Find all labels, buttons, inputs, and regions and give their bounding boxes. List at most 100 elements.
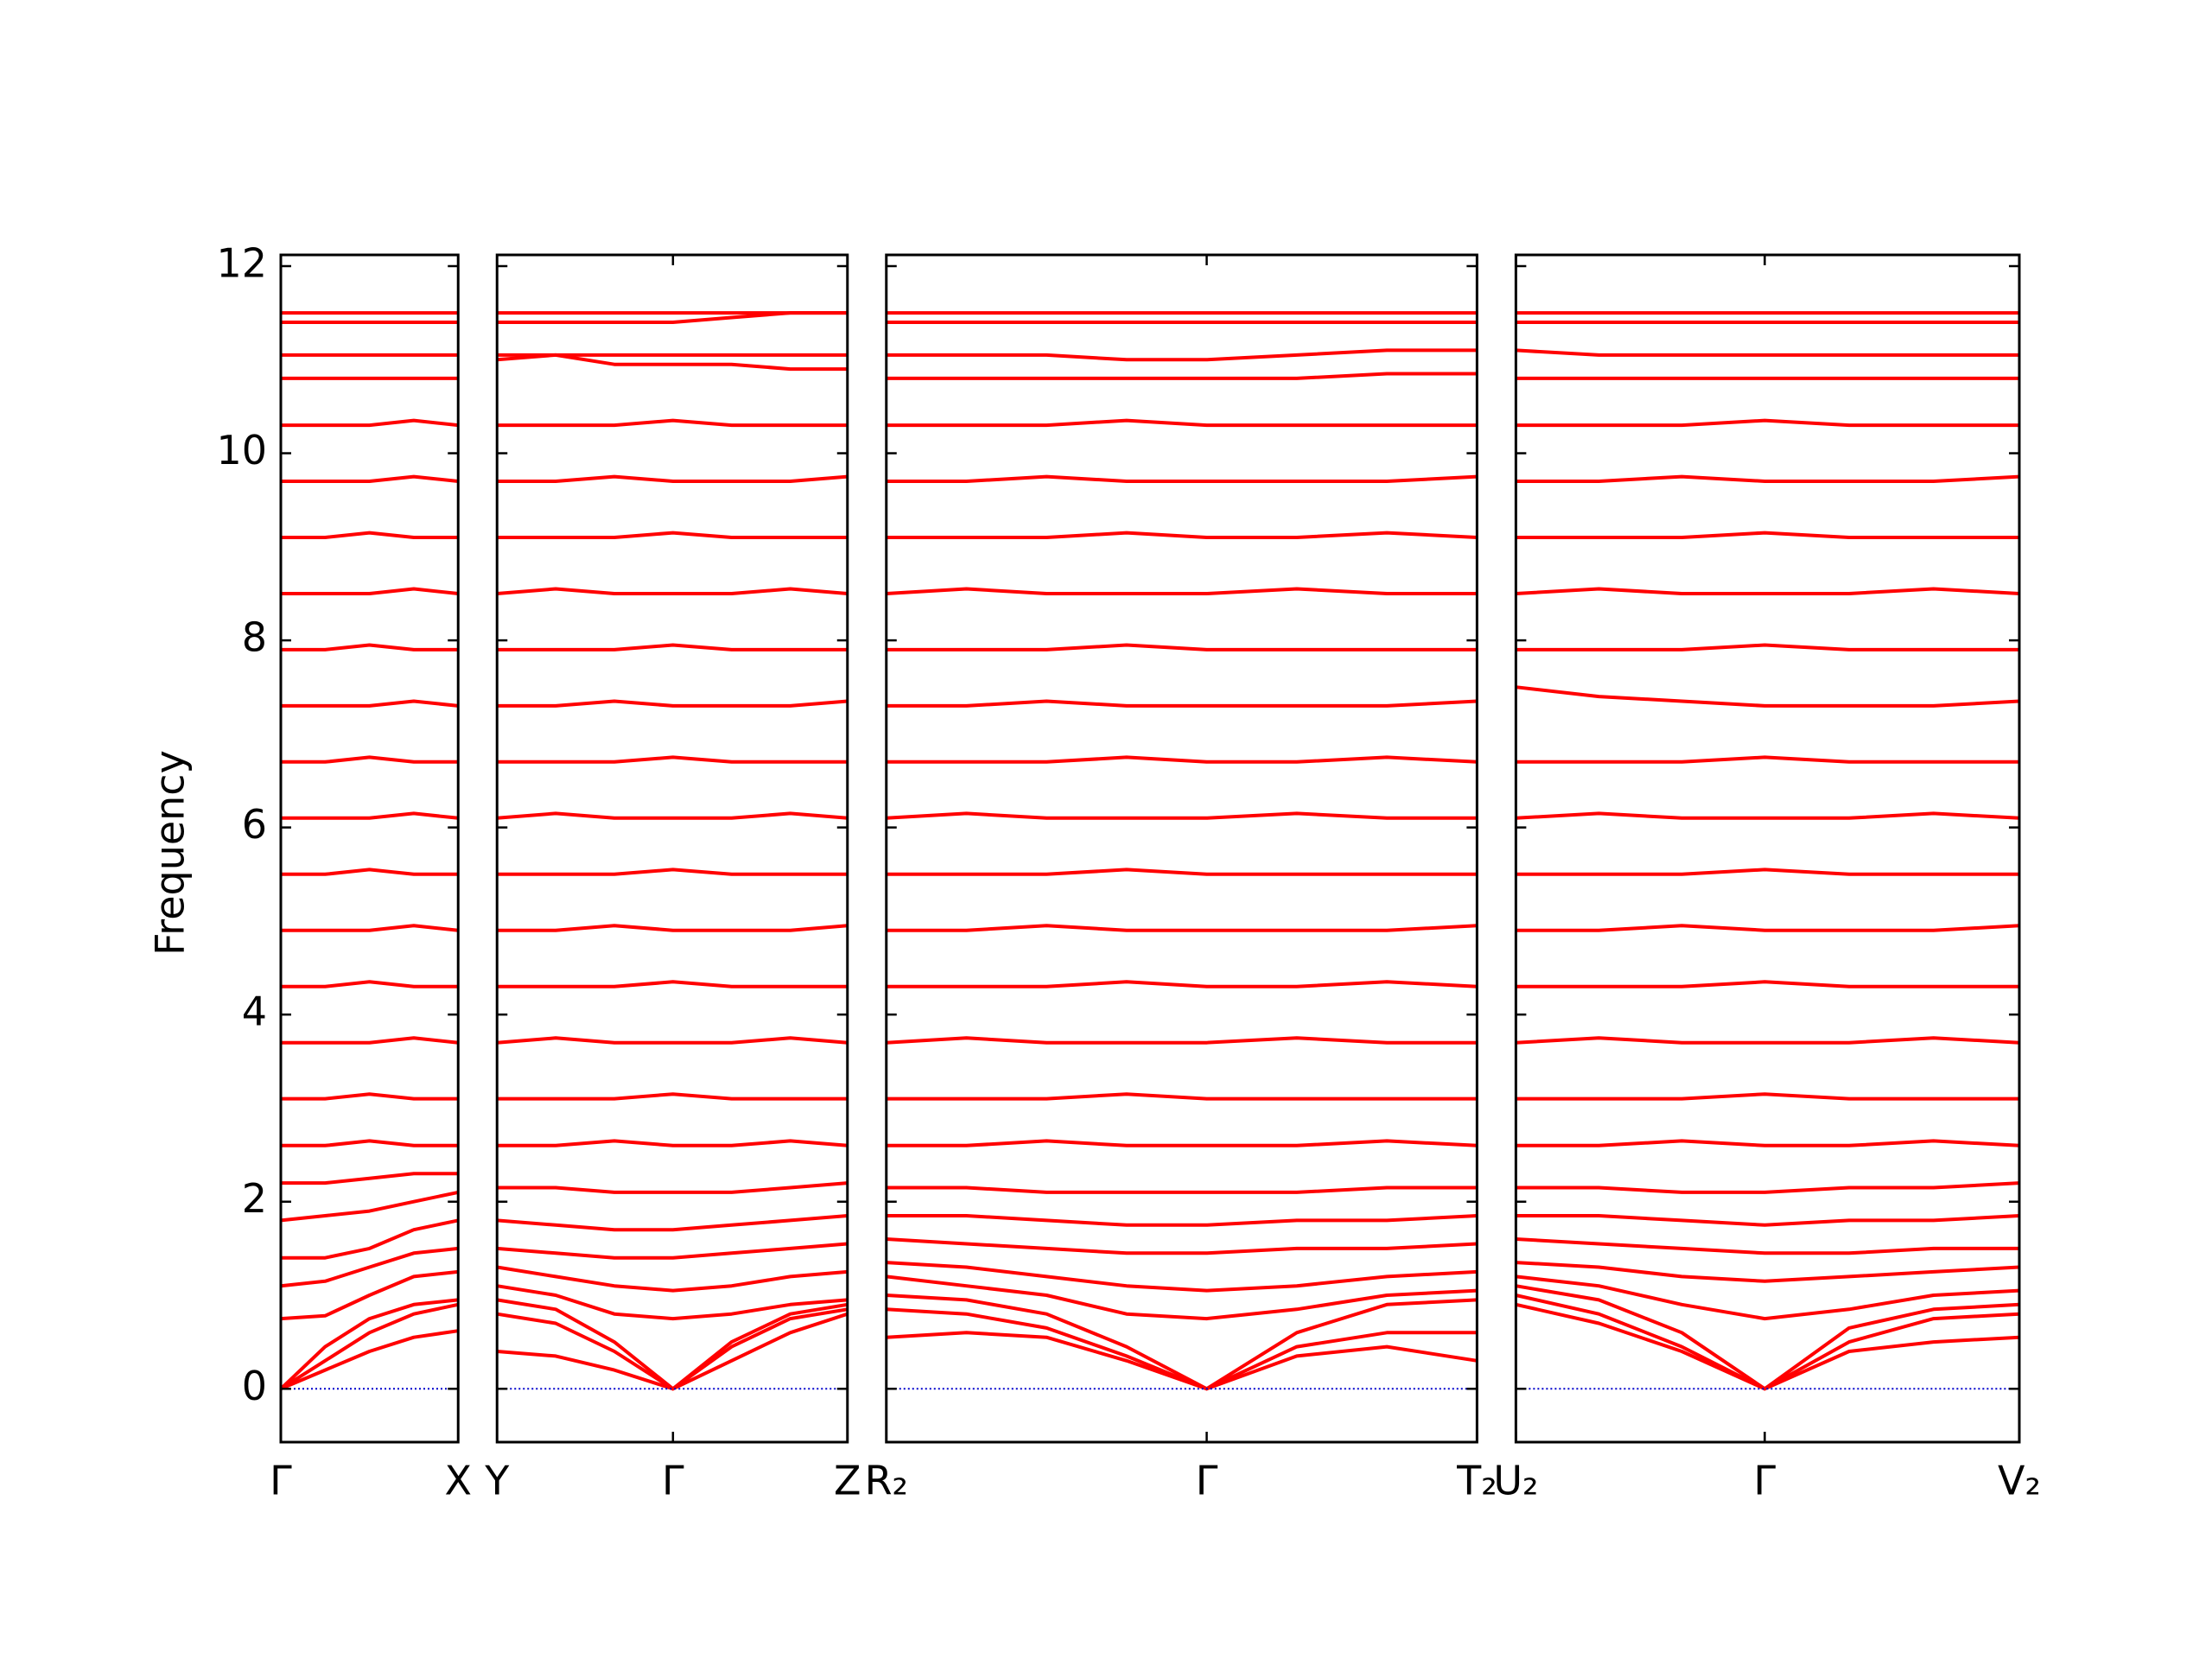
band-line xyxy=(886,924,1478,932)
band-line xyxy=(281,1139,459,1147)
band-line xyxy=(886,587,1478,595)
band-line xyxy=(886,980,1478,988)
x-tick-label: Y xyxy=(484,1458,510,1504)
band-line xyxy=(497,980,848,988)
x-tick-label: Γ xyxy=(1754,1458,1777,1504)
band-line xyxy=(1516,924,2020,932)
band-line xyxy=(1516,1261,2020,1283)
band-line xyxy=(886,1036,1478,1045)
band-line xyxy=(1516,1214,2020,1227)
band-line xyxy=(281,474,459,483)
band-line xyxy=(497,1092,848,1101)
band-line xyxy=(886,348,1478,362)
band-line xyxy=(1516,1139,2020,1147)
band-line xyxy=(280,1246,459,1288)
band-line xyxy=(281,587,459,595)
band-line xyxy=(1516,474,2020,483)
band-line xyxy=(886,474,1478,483)
band-line xyxy=(1516,1284,2020,1391)
band-line xyxy=(1516,1237,2019,1255)
band-line xyxy=(497,587,848,595)
band-line xyxy=(1516,1036,2020,1045)
y-axis-label: Frequency xyxy=(147,750,194,956)
band-line xyxy=(496,1284,848,1321)
y-tick-label: 0 xyxy=(242,1363,267,1409)
band-line xyxy=(280,1269,459,1321)
band-line xyxy=(497,643,848,652)
band-line xyxy=(281,1218,459,1260)
band-line xyxy=(281,1036,459,1045)
y-tick-label: 10 xyxy=(216,427,267,474)
band-line xyxy=(497,811,848,820)
band-line xyxy=(279,1298,459,1390)
band-line xyxy=(281,755,459,764)
band-line xyxy=(1516,868,2019,876)
x-tick-label: U₂ xyxy=(1493,1458,1538,1504)
band-line xyxy=(886,643,1478,652)
band-line xyxy=(886,1261,1478,1293)
x-tick-label: Z xyxy=(834,1458,861,1504)
x-tick-label: R₂ xyxy=(865,1458,908,1504)
band-line xyxy=(1516,587,2020,595)
band-line xyxy=(886,1214,1478,1227)
band-line xyxy=(886,1307,1478,1391)
band-line xyxy=(886,531,1478,539)
band-line xyxy=(497,868,848,876)
band-line xyxy=(497,699,848,708)
band-line xyxy=(1516,348,2019,357)
x-tick-label: V₂ xyxy=(1998,1458,2041,1504)
band-line xyxy=(886,755,1478,764)
band-line xyxy=(886,1139,1478,1147)
band-line xyxy=(497,924,848,932)
band-line xyxy=(1516,531,2019,539)
band-line xyxy=(886,1274,1478,1321)
band-line xyxy=(496,1265,848,1293)
band-line xyxy=(886,1331,1478,1391)
band-line xyxy=(497,1214,848,1232)
panel-frame xyxy=(279,253,460,1444)
panel-frame xyxy=(495,253,849,1444)
x-tick-label: Γ xyxy=(662,1458,684,1504)
y-tick-label: 4 xyxy=(242,988,267,1035)
y-tick-label: 2 xyxy=(242,1175,267,1222)
band-line xyxy=(497,1139,848,1147)
y-tick-label: 6 xyxy=(242,801,267,848)
band-line xyxy=(281,868,459,876)
x-tick-label: Γ xyxy=(1196,1458,1218,1504)
band-line xyxy=(496,1298,849,1391)
band-line xyxy=(886,1185,1478,1194)
band-line xyxy=(497,418,848,428)
band-line xyxy=(1516,811,2020,820)
band-line xyxy=(886,1092,1478,1101)
band-line xyxy=(497,755,848,764)
band-line xyxy=(886,699,1478,708)
band-line xyxy=(886,811,1478,820)
band-line xyxy=(886,1294,1478,1391)
band-line xyxy=(497,474,848,483)
x-tick-label: T₂ xyxy=(1456,1458,1497,1504)
band-line xyxy=(281,811,459,820)
y-tick-label: 12 xyxy=(216,239,267,286)
y-tick-label: 8 xyxy=(242,614,267,661)
band-line xyxy=(281,699,459,708)
band-line xyxy=(281,1172,459,1185)
band-line xyxy=(886,418,1478,428)
band-line xyxy=(1516,755,2019,764)
band-line xyxy=(281,418,459,428)
band-line xyxy=(1516,1092,2019,1101)
band-line xyxy=(280,1329,459,1391)
band-line xyxy=(886,1237,1478,1255)
band-line xyxy=(497,1242,848,1260)
band-line xyxy=(281,1092,459,1101)
band-line xyxy=(1516,418,2019,428)
x-tick-label: X xyxy=(444,1458,472,1504)
band-line xyxy=(1516,1181,2020,1194)
band-line xyxy=(497,1181,848,1194)
band-line xyxy=(497,531,848,539)
band-line xyxy=(886,372,1478,380)
band-line xyxy=(497,1312,849,1391)
x-tick-label: Γ xyxy=(270,1458,292,1504)
band-line xyxy=(279,1302,459,1390)
band-line xyxy=(1516,980,2019,988)
